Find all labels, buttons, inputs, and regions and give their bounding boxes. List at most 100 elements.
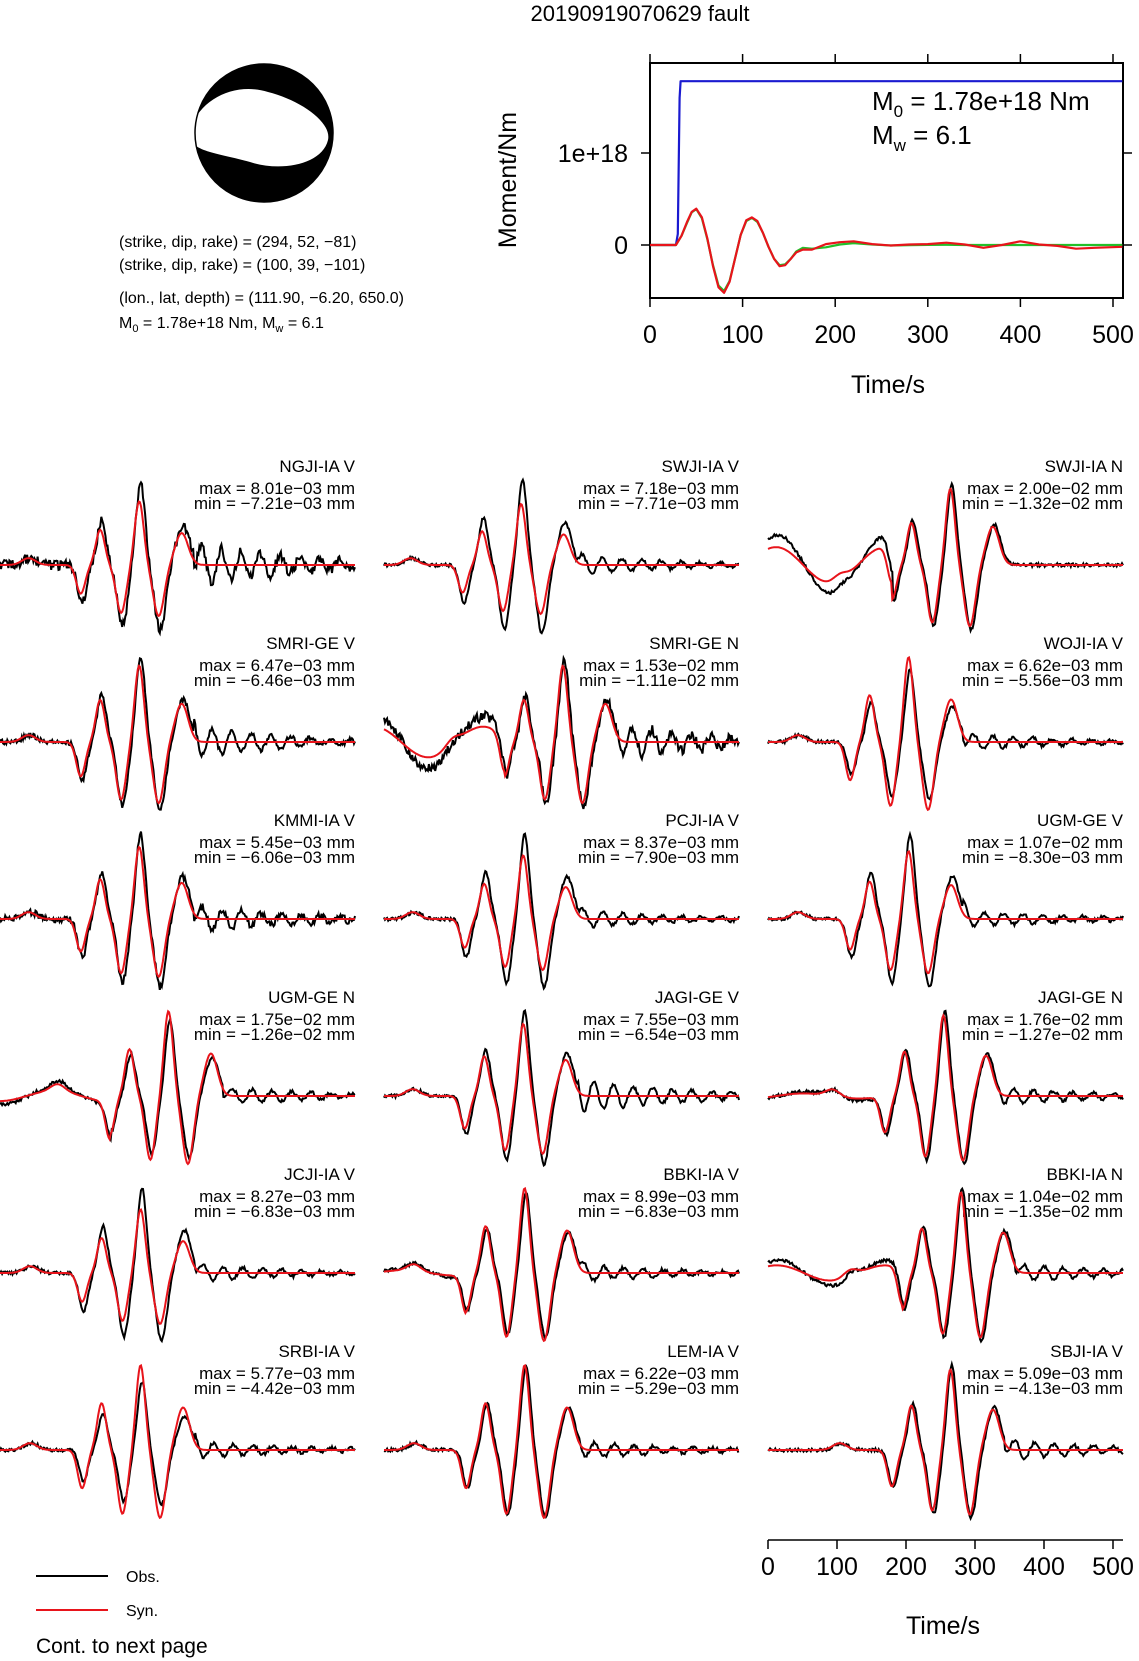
plot-axes: 0 100 200 300 400 500 0 1e+18 (558, 54, 1134, 349)
waveform-time-axis: Time/s 0 100 200 300 400 500 (761, 1539, 1134, 1640)
station-label: PCJI-IA V (665, 811, 739, 830)
station-min: min = −1.32e−02 mm (962, 494, 1123, 513)
station-label: UGM-GE V (1037, 811, 1124, 830)
synthetic-trace (767, 487, 1123, 628)
station-label: SMRI-GE N (649, 634, 739, 653)
station-label: BBKI-IA V (663, 1165, 739, 1184)
synthetic-trace (0, 1363, 355, 1520)
x-tick-label: 200 (814, 321, 856, 349)
focal-mechanism-beachball (189, 63, 334, 203)
station-max: max = 8.27e−03 mm (199, 1187, 355, 1206)
synthetic-trace (0, 664, 355, 805)
plot-frame (649, 62, 1124, 299)
synthetic-trace (383, 664, 739, 805)
station-label: UGM-GE N (268, 988, 355, 1007)
station-max: max = 6.47e−03 mm (199, 656, 355, 675)
station-label: KMMI-IA V (274, 811, 356, 830)
observed-trace (0, 1015, 356, 1161)
x-tick-label: 300 (907, 321, 949, 349)
station-min: min = −5.56e−03 mm (962, 671, 1123, 690)
station-min: min = −6.46e−03 mm (194, 671, 355, 690)
synthetic-trace (0, 845, 355, 979)
y-tick-label: 0 (614, 232, 628, 260)
beachball-dilatational (189, 89, 329, 167)
x-tick-label: 0 (643, 321, 657, 349)
stf-x-axis-label: Time/s (851, 371, 925, 399)
station-label: SMRI-GE V (266, 634, 355, 653)
x-tick-label: 400 (1023, 1553, 1065, 1581)
y-tick-label: 1e+18 (558, 140, 628, 168)
station-max: max = 6.22e−03 mm (583, 1364, 739, 1383)
observed-trace (0, 1380, 356, 1507)
beachball-outline (194, 63, 334, 203)
station-min: min = −7.21e−03 mm (194, 494, 355, 513)
station-min: min = −4.42e−03 mm (194, 1379, 355, 1398)
x-tick-label: 200 (885, 1553, 927, 1581)
nodal-plane-2: (strike, dip, rake) = (100, 39, −101) (119, 257, 365, 274)
station-max: max = 1.07e−02 mm (967, 833, 1123, 852)
station-min: min = −6.06e−03 mm (194, 848, 355, 867)
nodal-plane-1: (strike, dip, rake) = (294, 52, −81) (119, 234, 356, 251)
station-max: max = 7.55e−03 mm (583, 1010, 739, 1029)
station-label: JAGI-GE N (1038, 988, 1123, 1007)
station-min: min = −6.83e−03 mm (578, 1202, 739, 1221)
x-tick-label: 300 (954, 1553, 996, 1581)
series-green (650, 208, 1123, 293)
waveform-x-axis-label: Time/s (906, 1612, 980, 1640)
synthetic-trace (0, 1009, 355, 1166)
legend-syn-label: Syn. (126, 1603, 158, 1620)
plot-series (650, 80, 1123, 294)
x-tick-label: 500 (1092, 1553, 1134, 1581)
x-tick-label: 500 (1092, 321, 1134, 349)
station-min: min = −5.29e−03 mm (578, 1379, 739, 1398)
station-label: SBJI-IA V (1050, 1342, 1123, 1361)
station-min: min = −7.90e−03 mm (578, 848, 739, 867)
station-label: SWJI-IA V (662, 457, 740, 476)
station-label: JAGI-GE V (655, 988, 740, 1007)
synthetic-trace (767, 1191, 1123, 1339)
m0-annotation: M0 = 1.78e+18 Nm (872, 86, 1090, 121)
station-max: max = 8.01e−03 mm (199, 479, 355, 498)
station-max: max = 6.62e−03 mm (967, 656, 1123, 675)
legend-obs-label: Obs. (126, 1569, 160, 1586)
synthetic-trace (384, 502, 739, 616)
legend: Obs. Syn. Cont. to next page (36, 1569, 208, 1658)
synthetic-trace (384, 1363, 739, 1520)
series-red (650, 207, 1123, 294)
station-label: JCJI-IA V (284, 1165, 356, 1184)
continued-note: Cont. to next page (36, 1635, 208, 1658)
observed-trace (767, 667, 1124, 801)
station-min: min = −1.26e−02 mm (194, 1025, 355, 1044)
station-max: max = 1.76e−02 mm (967, 1010, 1123, 1029)
station-max: max = 1.04e−02 mm (967, 1187, 1123, 1206)
station-min: min = −1.27e−02 mm (962, 1025, 1123, 1044)
station-label: NGJI-IA V (279, 457, 355, 476)
station-min: min = −8.30e−03 mm (962, 848, 1123, 867)
hypocenter-line: (lon., lat, depth) = (111.90, −6.20, 650… (119, 290, 404, 307)
station-label: LEM-IA V (667, 1342, 739, 1361)
station-max: max = 7.18e−03 mm (583, 479, 739, 498)
synthetic-trace (768, 849, 1123, 975)
synthetic-trace (383, 1186, 739, 1343)
stf-y-axis-label: Moment/Nm (494, 112, 522, 248)
station-min: min = −6.54e−03 mm (578, 1025, 739, 1044)
x-tick-label: 100 (722, 321, 764, 349)
x-tick-label: 100 (816, 1553, 858, 1581)
